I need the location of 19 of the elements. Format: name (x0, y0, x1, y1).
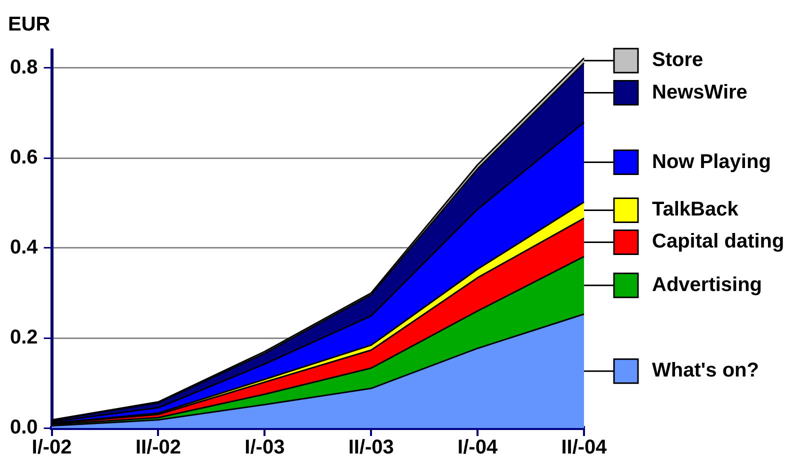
y-tick-label: 0.6 (10, 146, 38, 169)
x-tick-label: I/-04 (458, 436, 498, 459)
x-tick-label: II/-02 (135, 436, 182, 459)
legend-label: TalkBack (652, 198, 740, 221)
legend-label: Now Playing (652, 150, 771, 173)
y-tick-label: 0.4 (10, 236, 39, 259)
legend-label: What's on? (652, 360, 759, 382)
y-tick-label: 0.8 (10, 56, 38, 79)
y-tick-label: 0.2 (10, 326, 38, 349)
x-tick-label: II/-04 (561, 436, 608, 459)
x-tick-label: I/-03 (244, 436, 285, 459)
y-axis-title: EUR (8, 14, 51, 36)
legend-label: Advertising (652, 274, 762, 296)
legend-label: Capital dating (652, 230, 784, 253)
legend-label: Store (652, 49, 704, 72)
legend-label: NewsWire (652, 81, 748, 104)
x-tick-label: II/-03 (348, 436, 394, 459)
x-tick-label: I/-02 (32, 436, 72, 459)
y-tick-label: 0.0 (10, 416, 38, 439)
